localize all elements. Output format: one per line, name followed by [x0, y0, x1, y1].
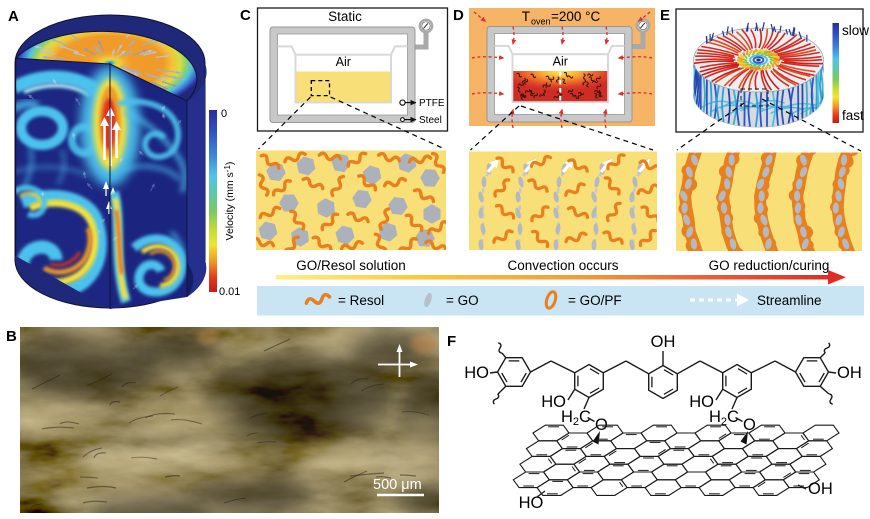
svg-text:PTFE: PTFE	[419, 98, 445, 109]
svg-text:= Resol: = Resol	[338, 293, 384, 308]
svg-text:C: C	[240, 7, 251, 24]
svg-text:HO: HO	[541, 393, 566, 411]
svg-text:slow: slow	[842, 23, 869, 38]
svg-text:GO reduction/curing: GO reduction/curing	[709, 258, 830, 273]
svg-text:F: F	[447, 333, 456, 350]
svg-text:Static: Static	[328, 9, 362, 24]
svg-text:GO/Resol solution: GO/Resol solution	[296, 258, 406, 273]
svg-text:Convection occurs: Convection occurs	[507, 258, 618, 273]
svg-text:A: A	[8, 8, 19, 25]
svg-text:Velocity (mm s-1): Velocity (mm s-1)	[223, 162, 236, 241]
svg-text:Air: Air	[553, 55, 568, 69]
svg-text:OH: OH	[837, 364, 862, 382]
svg-text:Steel: Steel	[419, 115, 442, 126]
svg-text:Streamline: Streamline	[757, 293, 822, 308]
svg-text:H2C: H2C	[709, 408, 739, 428]
svg-text:E: E	[660, 7, 670, 24]
svg-text:fast: fast	[842, 108, 864, 123]
svg-text:0: 0	[221, 108, 227, 120]
svg-text:HO: HO	[689, 393, 714, 411]
svg-text:0.01: 0.01	[219, 286, 240, 298]
svg-text:D: D	[453, 7, 464, 24]
svg-text:H2C: H2C	[561, 408, 591, 428]
svg-text:500 μm: 500 μm	[373, 477, 422, 493]
svg-text:T: T	[522, 9, 530, 24]
svg-text:OH: OH	[808, 480, 833, 498]
svg-text:Air: Air	[336, 55, 351, 69]
svg-text:oven: oven	[531, 17, 551, 27]
svg-text:HO: HO	[464, 364, 489, 382]
svg-text:= GO: = GO	[446, 293, 479, 308]
svg-text:O: O	[743, 416, 756, 434]
svg-text:OH: OH	[651, 333, 676, 351]
svg-text:=200 °C: =200 °C	[551, 9, 601, 24]
svg-text:HO: HO	[519, 494, 544, 512]
svg-text:= GO/PF: = GO/PF	[568, 293, 622, 308]
svg-text:B: B	[6, 328, 17, 345]
